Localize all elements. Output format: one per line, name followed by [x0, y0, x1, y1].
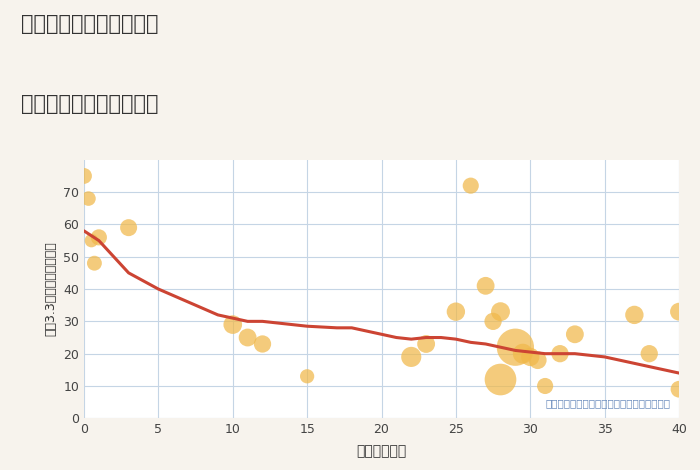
Point — [257, 340, 268, 348]
Point — [673, 385, 685, 393]
Point — [86, 237, 97, 244]
Text: 築年数別中古戸建て価格: 築年数別中古戸建て価格 — [21, 94, 158, 114]
Point — [89, 259, 100, 267]
Y-axis label: 坪（3.3㎡）単価（万円）: 坪（3.3㎡）単価（万円） — [45, 242, 57, 337]
Point — [465, 182, 476, 189]
Point — [495, 308, 506, 315]
Point — [644, 350, 655, 357]
Point — [487, 318, 498, 325]
Point — [532, 356, 543, 364]
Point — [242, 334, 253, 341]
Point — [302, 373, 313, 380]
Point — [406, 353, 417, 360]
Point — [510, 344, 521, 351]
Point — [495, 376, 506, 384]
Text: 三重県松阪市中ノ庄町の: 三重県松阪市中ノ庄町の — [21, 14, 158, 34]
Point — [227, 321, 238, 329]
Point — [517, 350, 528, 357]
Point — [83, 195, 94, 202]
Point — [525, 353, 536, 360]
Text: 円の大きさは、取引のあった物件面積を示す: 円の大きさは、取引のあった物件面積を示す — [545, 398, 670, 408]
Point — [93, 234, 104, 241]
Point — [450, 308, 461, 315]
Point — [629, 311, 640, 319]
Point — [673, 308, 685, 315]
Point — [123, 224, 134, 231]
Point — [421, 340, 432, 348]
Point — [569, 330, 580, 338]
Point — [78, 172, 90, 180]
Point — [554, 350, 566, 357]
Point — [540, 382, 551, 390]
X-axis label: 築年数（年）: 築年数（年） — [356, 445, 407, 459]
Point — [480, 282, 491, 290]
